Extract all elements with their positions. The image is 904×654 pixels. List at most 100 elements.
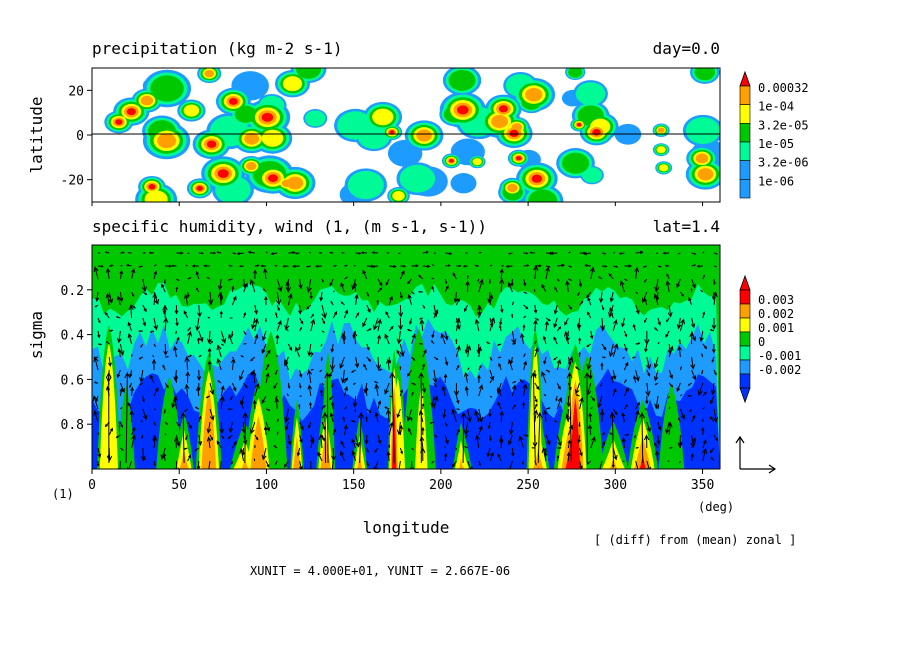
wind-arrow [187,421,192,430]
wind-arrow [219,395,225,410]
wind-arrow [116,369,121,379]
wind-arrow [669,446,673,449]
humidity-y-tick-label: 0.6 [61,373,84,388]
wind-arrow [632,323,637,332]
wind-arrow [219,310,223,319]
wind-arrow [411,382,417,386]
wind-arrow [116,295,121,306]
wind-arrow [265,460,270,468]
wind-arrow [486,341,491,345]
precip-x-ticks [91,202,704,206]
wind-arrow [321,317,326,325]
wind-arrow [521,460,525,465]
wind-arrow [612,408,618,416]
wind-arrow [396,460,402,469]
wind-arrow [195,271,200,280]
wind-arrow [599,409,605,423]
wind-arrow [284,327,289,332]
wind-arrow [422,363,425,371]
wind-arrow [270,252,278,256]
wind-arrow [612,369,617,380]
wind-arrow [203,264,211,268]
wind-arrow [261,447,267,461]
wind-arrow [452,272,457,280]
wind-arrow [127,321,133,332]
wind-arrow [287,343,293,352]
wind-arrow [196,386,200,397]
wind-arrow [274,311,278,319]
wind-arrow [467,460,473,469]
wind-arrow [578,278,583,288]
wind-arrow [93,381,99,384]
wind-arrow [579,447,583,457]
precip-contour [115,119,123,125]
wind-arrow [209,251,217,255]
wind-arrow [529,251,535,254]
wind-arrow [511,313,514,319]
wind-arrow [601,265,608,268]
wind-arrow [273,382,278,389]
wind-arrow [534,395,538,403]
wind-arrow [679,460,681,464]
wind-arrow [489,369,495,382]
wind-arrow [621,412,626,423]
wind-arrow [344,276,348,280]
wind-arrow [299,434,303,444]
wind-arrow [533,304,538,314]
wind-arrow [712,408,719,423]
wind-arrow [306,304,312,310]
wind-arrow [453,291,459,304]
wind-arrow [284,421,289,431]
wind-arrow [319,291,324,302]
wind-arrow [275,334,280,345]
wind-arrow [567,304,573,310]
wind-arrow [453,382,460,397]
wind-arrow [175,330,177,335]
wind-arrow [431,460,435,464]
wind-arrow [307,384,313,397]
wind-arrow [489,434,492,442]
wind-arrow [478,384,484,397]
wind-arrow [198,354,202,358]
precip-contour [511,123,523,132]
wind-arrow [691,369,697,381]
wind-arrow [576,322,581,332]
wind-arrow [511,404,516,410]
precip-contour [491,114,508,129]
wind-arrow [633,375,637,384]
wind-arrow [442,408,447,419]
precip-y-label: latitude [27,96,46,173]
wind-arrow [228,333,233,345]
wind-arrow [486,447,491,458]
wind-arrow [556,278,560,282]
wind-arrow [260,264,267,268]
wind-arrow [352,382,356,385]
wind-arrow [285,281,290,293]
wind-arrow [523,353,526,358]
wind-arrow [371,265,379,268]
wind-arrow [533,319,538,332]
wind-arrow [523,360,528,371]
wind-arrow [254,434,259,441]
humidity-y-tick-label: 0.4 [61,329,85,344]
wind-arrow [209,340,214,345]
wind-arrow [299,421,304,431]
wind-arrow [522,324,526,332]
humidity-plume [456,458,466,469]
wind-arrow [117,460,123,469]
wind-arrow [474,434,481,449]
wind-arrow [507,460,513,469]
wind-arrow [531,446,535,449]
wind-arrow [612,388,617,397]
precip-contour [581,167,603,183]
wind-arrow [433,382,437,388]
wind-arrow [455,364,460,371]
wind-arrow [142,252,147,254]
wind-arrow [487,421,491,430]
wind-arrow [466,345,472,358]
wind-arrow [477,374,481,384]
wind-arrow [236,252,244,256]
wind-arrow [654,382,659,386]
wind-arrow [545,434,551,446]
